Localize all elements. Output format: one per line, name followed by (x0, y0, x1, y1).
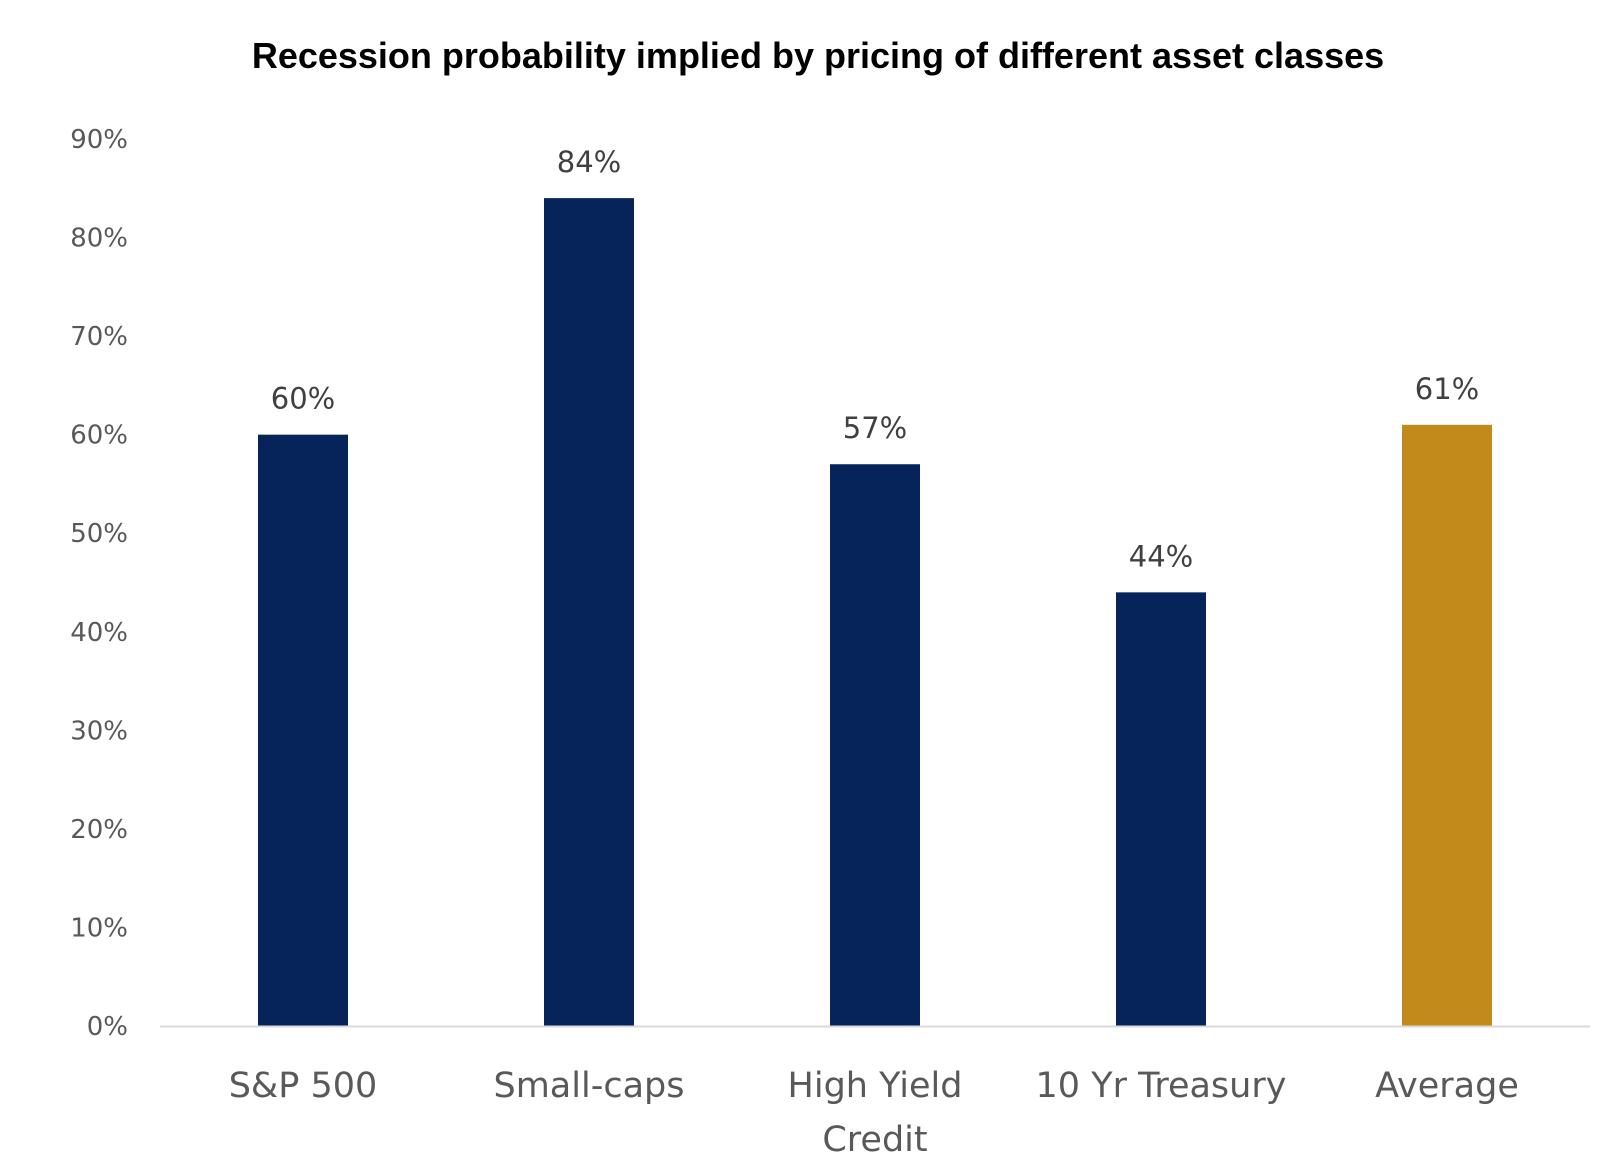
y-tick-label: 80% (70, 224, 128, 254)
x-tick-label-line: Average (1375, 1066, 1519, 1106)
x-axis: S&P 500 Small-caps High Yield Credit 10 Yr T… (160, 1025, 1590, 1160)
y-tick-label: 90% (70, 125, 128, 155)
y-tick-label: 60% (70, 421, 128, 451)
y-tick-label: 40% (70, 618, 128, 648)
y-axis: 0% 10% 20% 30% 40% 50% 60% 70% 80% 90% (70, 125, 128, 1042)
data-label: 57% (843, 411, 907, 445)
y-tick-label: 20% (70, 815, 128, 845)
x-tick-label: S&P 500 (229, 1066, 378, 1106)
y-tick-label: 70% (70, 322, 128, 352)
y-tick-label: 50% (70, 519, 128, 549)
chart-title: Recession probability implied by pricing… (252, 35, 1384, 76)
x-tick-label-line: 10 Yr Treasury (1036, 1066, 1287, 1106)
x-tick-label-line: Credit (822, 1120, 927, 1160)
x-tick-label: 10 Yr Treasury (1036, 1066, 1287, 1106)
data-label: 44% (1129, 539, 1193, 573)
x-tick-label: Small-caps (494, 1066, 685, 1106)
x-tick-label-line: S&P 500 (229, 1066, 378, 1106)
bar (1402, 424, 1492, 1026)
x-tick-label: High Yield Credit (788, 1066, 963, 1160)
bars (258, 198, 1492, 1027)
data-label: 61% (1415, 372, 1479, 406)
bar (830, 464, 920, 1026)
bar (258, 434, 348, 1027)
x-tick-label: Average (1375, 1066, 1519, 1106)
y-tick-label: 30% (70, 716, 128, 746)
bar (544, 198, 634, 1027)
bar (1116, 592, 1206, 1026)
data-label: 60% (271, 382, 335, 416)
y-tick-label: 0% (87, 1012, 128, 1042)
data-labels: 60% 84% 57% 44% 61% (271, 145, 1479, 573)
x-tick-label-line: High Yield (788, 1066, 963, 1106)
data-label: 84% (557, 145, 621, 179)
y-tick-label: 10% (70, 913, 128, 943)
x-tick-label-line: Small-caps (494, 1066, 685, 1106)
